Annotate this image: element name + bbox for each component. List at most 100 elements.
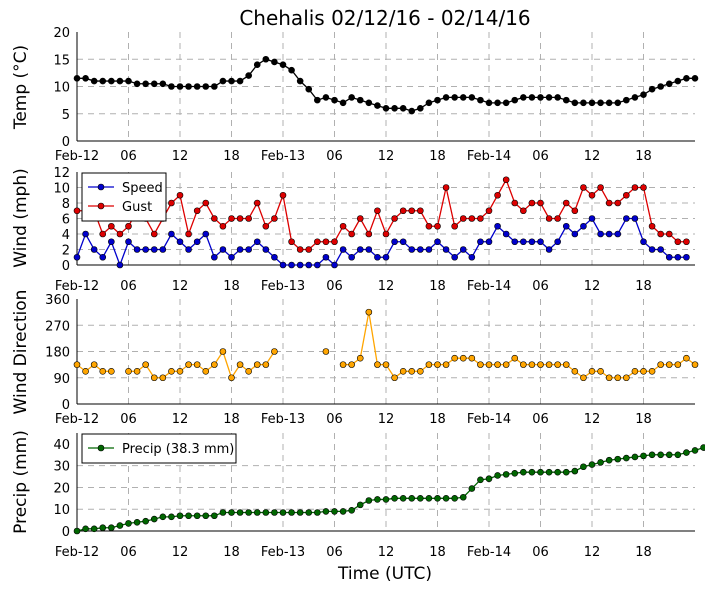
data-point (691, 75, 699, 82)
data-point (365, 308, 373, 316)
data-point (271, 215, 278, 222)
x-tick-label: 18 (429, 412, 446, 427)
data-point (640, 238, 647, 246)
data-point (571, 230, 579, 238)
data-point (356, 96, 364, 104)
data-point (305, 246, 313, 253)
data-point (425, 361, 433, 368)
data-point (571, 368, 579, 375)
data-point (580, 184, 587, 191)
data-point (511, 354, 519, 362)
data-point (408, 495, 416, 502)
data-point (262, 55, 270, 63)
data-point (374, 207, 381, 215)
series-gust (73, 176, 690, 253)
data-point (339, 99, 347, 107)
data-point (580, 374, 587, 382)
y-tick-label: 20 (53, 481, 70, 496)
data-point (314, 509, 321, 516)
data-point (185, 230, 192, 238)
data-point (408, 207, 416, 215)
data-point (211, 512, 218, 520)
data-point (631, 94, 639, 101)
legend-box (81, 172, 167, 222)
data-point (399, 207, 407, 215)
data-point (236, 246, 244, 253)
data-point (588, 215, 596, 222)
data-point (339, 361, 347, 368)
data-point (537, 199, 544, 207)
data-point (485, 361, 493, 368)
legend-marker (97, 202, 105, 210)
data-point (331, 238, 338, 246)
data-point (459, 215, 467, 222)
data-point (683, 238, 690, 246)
data-point (99, 253, 107, 261)
data-point (382, 361, 390, 368)
data-point (356, 501, 364, 509)
x-tick-label: 18 (223, 279, 240, 294)
data-point (202, 199, 210, 207)
y-tick-label: 0 (62, 525, 70, 540)
data-point (502, 361, 510, 368)
data-point (374, 496, 381, 503)
data-point (477, 476, 484, 484)
x-tick-label: 06 (120, 545, 137, 560)
data-point (520, 468, 527, 476)
data-point (176, 512, 184, 520)
data-point (417, 105, 424, 112)
data-point (391, 215, 398, 222)
data-point (168, 230, 175, 238)
data-point (494, 191, 501, 199)
data-point (537, 94, 544, 101)
data-point (322, 94, 330, 101)
y-tick-label: 12 (53, 166, 70, 181)
x-tick-label: 18 (223, 149, 240, 164)
data-point (657, 230, 664, 238)
data-point (262, 361, 270, 368)
data-point (228, 509, 235, 516)
data-point (236, 509, 244, 516)
data-point (580, 222, 587, 230)
data-point (288, 509, 295, 516)
data-point (468, 94, 476, 101)
y-axis-label: Wind (mph) (11, 168, 31, 268)
data-point (520, 94, 527, 101)
data-point (219, 348, 227, 355)
data-point (494, 472, 501, 479)
y-tick-label: 40 (53, 438, 70, 453)
data-point (382, 105, 390, 112)
data-point (253, 361, 261, 368)
data-point (142, 80, 149, 88)
data-point (82, 230, 89, 238)
data-point (417, 207, 424, 215)
data-point (502, 176, 510, 184)
data-point (657, 246, 664, 253)
data-point (82, 75, 89, 82)
data-point (271, 509, 278, 516)
data-point (133, 246, 141, 253)
data-point (451, 94, 458, 101)
y-tick-label: 30 (53, 460, 70, 475)
x-tick-label: Feb-13 (261, 149, 305, 164)
data-point (485, 238, 493, 246)
data-point (262, 222, 270, 230)
data-point (477, 238, 484, 246)
x-tick-label: 12 (378, 545, 395, 560)
x-tick-label: 12 (378, 149, 395, 164)
data-point (640, 368, 647, 375)
data-point (605, 230, 613, 238)
x-tick-label: 12 (584, 412, 601, 427)
data-point (245, 368, 252, 375)
data-point (108, 77, 115, 85)
data-point (262, 509, 270, 516)
data-point (623, 215, 630, 222)
data-point (520, 361, 527, 368)
x-tick-label: 12 (172, 279, 189, 294)
data-point (365, 497, 373, 504)
data-point (108, 222, 115, 230)
data-point (90, 77, 98, 85)
y-tick-label: 360 (45, 293, 70, 308)
x-tick-label: 06 (532, 279, 549, 294)
